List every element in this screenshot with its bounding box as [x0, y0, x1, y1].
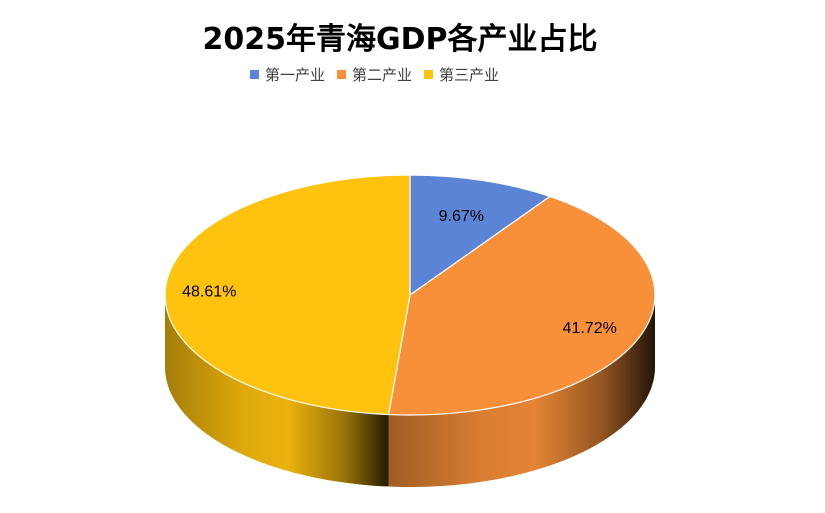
legend-swatch-secondary — [337, 69, 347, 79]
pie-top — [164, 174, 656, 416]
legend-swatch-primary — [250, 69, 259, 79]
pie-slice-tertiary — [164, 174, 411, 416]
data-label-secondary: 41.72% — [563, 320, 617, 337]
legend-label-primary: 第一产业 — [265, 65, 326, 84]
pie-side-shade-tertiary — [165, 295, 389, 487]
legend-item-primary: 第一产业 — [250, 64, 325, 85]
legend-swatch-tertiary — [424, 69, 434, 79]
pie-slice-secondary — [387, 195, 656, 416]
pie-slice-primary — [409, 174, 552, 297]
pie-side-shade-secondary — [388, 295, 655, 487]
legend-item-tertiary: 第三产业 — [424, 64, 499, 85]
legend-label-tertiary: 第三产业 — [439, 65, 500, 84]
legend-item-secondary: 第二产业 — [337, 64, 412, 85]
data-label-primary: 9.67% — [439, 208, 484, 225]
data-label-tertiary: 48.61% — [182, 284, 236, 301]
chart-title: 2025年青海GDP各产业占比 — [202, 22, 598, 57]
chart-legend: 第一产业 第二产业 第三产业 — [250, 64, 511, 84]
pie-side-walls — [165, 295, 655, 487]
data-labels: 9.67% 41.72% 48.61% — [182, 208, 617, 337]
legend-label-secondary: 第二产业 — [352, 65, 413, 84]
